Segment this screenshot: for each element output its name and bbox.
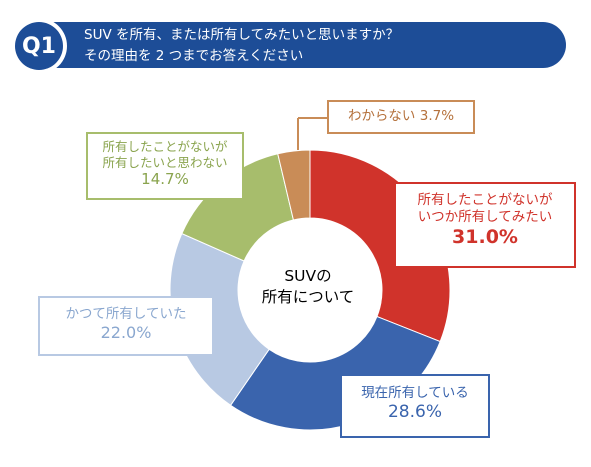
callout-unknown: わからない 3.7% [327,100,475,134]
slice-previously-owned [169,232,270,406]
center-label-line-2: 所有について [261,288,355,306]
callout-no-interest: 所有したことがないが 所有したいと思わない 14.7% [86,132,244,200]
question-badge: Q1 [11,18,67,74]
donut-center-label: SUVの 所有について [258,266,358,308]
callout-want-to-own: 所有したことがないが いつか所有してみたい 31.0% [394,182,576,268]
callout-want-to-own-value: 31.0% [452,225,518,248]
callout-previously-owned-line-1: かつて所有していた [65,306,187,322]
callout-unknown-label: わからない [347,108,416,124]
callout-unknown-value: 3.7% [419,108,455,124]
callout-no-interest-value: 14.7% [141,170,189,189]
callout-currently-own-value: 28.6% [387,401,442,422]
question-line-1: SUV を所有、または所有してみたいと思いますか？ [84,27,400,43]
callout-currently-own: 現在所有している 28.6% [340,374,490,438]
question-banner [14,22,566,68]
question-text: SUV を所有、または所有してみたいと思いますか？ その理由を 2 つまでお答え… [84,25,554,67]
callout-previously-owned-value: 22.0% [100,322,152,342]
slice-unknown [277,149,311,221]
callout-want-to-own-line-1: 所有したことがないが [417,192,553,208]
center-label-line-1: SUVの [284,267,332,285]
question-number: Q1 [15,22,63,70]
callout-no-interest-line-1: 所有したことがないが [102,139,228,154]
callout-want-to-own-line-2: いつか所有してみたい [417,208,553,225]
callout-previously-owned: かつて所有していた 22.0% [38,296,214,356]
question-line-2: その理由を 2 つまでお答えください [84,48,304,64]
callout-currently-own-line-1: 現在所有している [361,385,469,401]
callout-no-interest-line-2: 所有したいと思わない [102,154,228,170]
